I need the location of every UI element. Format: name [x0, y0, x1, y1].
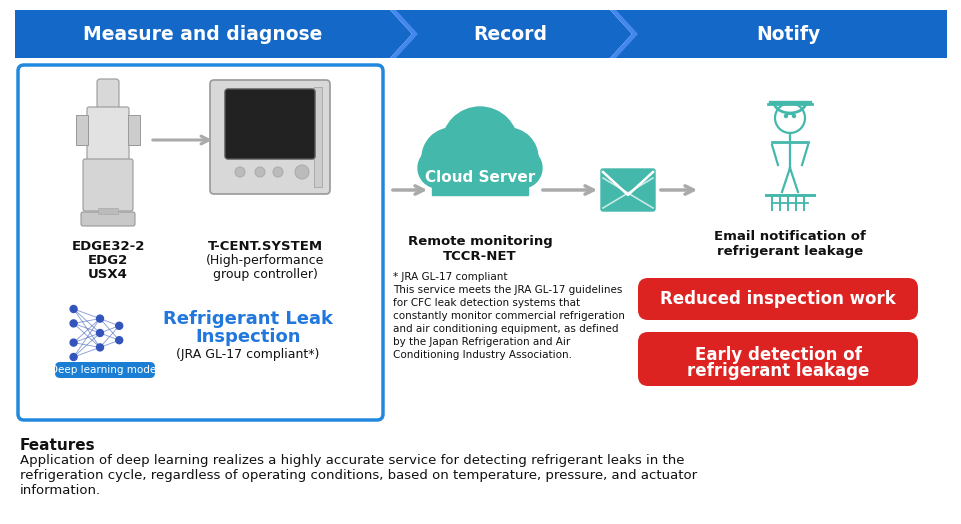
Polygon shape: [615, 10, 947, 58]
Text: Measure and diagnose: Measure and diagnose: [83, 25, 322, 43]
Text: Features: Features: [20, 438, 96, 453]
Text: refrigerant leakage: refrigerant leakage: [687, 362, 869, 380]
Polygon shape: [390, 10, 418, 58]
Polygon shape: [610, 10, 638, 58]
Bar: [76, 115, 88, 145]
FancyBboxPatch shape: [81, 212, 135, 226]
Text: Conditioning Industry Association.: Conditioning Industry Association.: [393, 350, 572, 360]
Text: refrigerant leakage: refrigerant leakage: [717, 245, 863, 258]
Circle shape: [273, 167, 283, 177]
Text: for CFC leak detection systems that: for CFC leak detection systems that: [393, 298, 580, 308]
Text: Application of deep learning realizes a highly accurate service for detecting re: Application of deep learning realizes a …: [20, 454, 684, 467]
Text: Inspection: Inspection: [195, 328, 301, 346]
Text: * JRA GL-17 compliant: * JRA GL-17 compliant: [393, 272, 507, 282]
Text: EDG2: EDG2: [87, 254, 128, 267]
Text: by the Japan Refrigeration and Air: by the Japan Refrigeration and Air: [393, 337, 570, 347]
Text: Reduced inspection work: Reduced inspection work: [660, 290, 896, 308]
FancyBboxPatch shape: [87, 107, 129, 164]
Circle shape: [96, 315, 104, 322]
FancyBboxPatch shape: [97, 79, 119, 111]
Text: T-CENT.SYSTEM: T-CENT.SYSTEM: [208, 240, 323, 253]
Polygon shape: [15, 10, 412, 58]
Text: Record: Record: [473, 25, 547, 43]
Circle shape: [70, 354, 77, 361]
FancyBboxPatch shape: [18, 65, 383, 420]
Circle shape: [70, 305, 77, 312]
Circle shape: [442, 107, 518, 183]
Text: constantly monitor commercial refrigeration: constantly monitor commercial refrigerat…: [393, 311, 625, 321]
Circle shape: [793, 115, 796, 117]
Circle shape: [70, 339, 77, 346]
Text: group controller): group controller): [212, 268, 317, 281]
Text: Deep learning model: Deep learning model: [50, 365, 160, 375]
Circle shape: [418, 148, 458, 188]
Bar: [128, 115, 140, 145]
Bar: [432, 165, 528, 195]
FancyBboxPatch shape: [83, 159, 133, 211]
Circle shape: [115, 322, 123, 329]
Text: Cloud Server: Cloud Server: [425, 170, 535, 185]
FancyBboxPatch shape: [210, 80, 330, 194]
Text: (High-performance: (High-performance: [206, 254, 324, 267]
Bar: [314, 87, 322, 187]
Text: Remote monitoring: Remote monitoring: [407, 235, 553, 248]
Text: Notify: Notify: [756, 25, 821, 43]
Text: and air conditioning equipment, as defined: and air conditioning equipment, as defin…: [393, 324, 619, 334]
Circle shape: [235, 167, 245, 177]
Circle shape: [422, 128, 482, 188]
Text: This service meets the JRA GL-17 guidelines: This service meets the JRA GL-17 guideli…: [393, 285, 623, 295]
Text: TCCR-NET: TCCR-NET: [443, 250, 517, 263]
Text: information.: information.: [20, 484, 101, 497]
Bar: [98, 208, 118, 214]
Circle shape: [295, 165, 309, 179]
Text: Email notification of: Email notification of: [714, 230, 866, 243]
FancyBboxPatch shape: [55, 362, 155, 378]
Text: USX4: USX4: [88, 268, 128, 281]
FancyBboxPatch shape: [225, 89, 315, 159]
Circle shape: [255, 167, 265, 177]
FancyBboxPatch shape: [601, 169, 655, 211]
Circle shape: [784, 115, 787, 117]
Polygon shape: [395, 10, 632, 58]
Text: EDGE32-2: EDGE32-2: [71, 240, 145, 253]
Circle shape: [96, 330, 104, 336]
FancyBboxPatch shape: [638, 332, 918, 386]
Text: refrigeration cycle, regardless of operating conditions, based on temperature, p: refrigeration cycle, regardless of opera…: [20, 469, 697, 482]
Text: (JRA GL-17 compliant*): (JRA GL-17 compliant*): [176, 348, 320, 361]
Circle shape: [502, 148, 542, 188]
Text: Refrigerant Leak: Refrigerant Leak: [163, 310, 333, 328]
Circle shape: [70, 320, 77, 327]
Circle shape: [478, 128, 538, 188]
FancyBboxPatch shape: [638, 278, 918, 320]
Text: Early detection of: Early detection of: [695, 346, 861, 364]
Circle shape: [96, 344, 104, 351]
Circle shape: [115, 337, 123, 344]
